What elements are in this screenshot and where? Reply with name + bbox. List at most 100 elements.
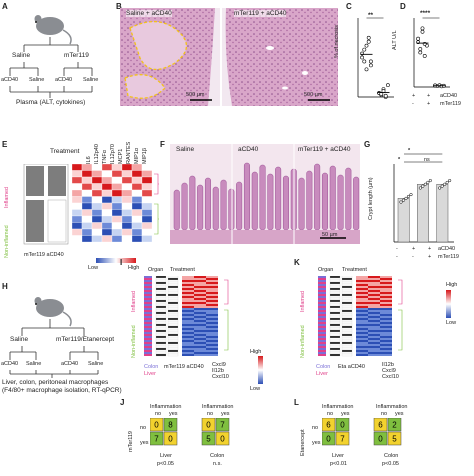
heatmap-cell xyxy=(131,196,143,204)
organ-cell xyxy=(318,344,326,346)
data-point xyxy=(401,198,406,202)
heatmap-cell xyxy=(121,189,133,197)
subgroup-4: Saline xyxy=(83,77,99,83)
organ-cell xyxy=(144,316,152,318)
treatment-cell xyxy=(155,315,167,319)
treatment-cell xyxy=(341,325,353,329)
data-point xyxy=(426,180,430,184)
e-gene-1: IL12p40 xyxy=(94,144,100,164)
treatment-cell xyxy=(329,333,341,337)
heatmap-cell xyxy=(206,344,218,346)
treatment-cell xyxy=(155,311,167,315)
treatment-cell xyxy=(167,293,179,297)
heatmap-cell xyxy=(182,280,194,282)
table-cell-value: 5 xyxy=(392,435,397,444)
treatment-cell xyxy=(329,323,341,327)
heatmap-cell xyxy=(182,294,194,296)
treatment-cell xyxy=(155,305,167,309)
d-row2-b: + xyxy=(427,101,431,107)
treatment-cell xyxy=(341,313,353,317)
k-legend-high: High xyxy=(446,282,458,288)
k-noninflamed-label: Non-inflamed xyxy=(300,325,306,358)
heatmap-cell xyxy=(81,215,93,223)
dendrogram-inflamed xyxy=(224,279,229,305)
treatment-cell xyxy=(167,337,179,341)
heatmap-cell xyxy=(91,183,103,191)
crypt xyxy=(181,182,188,231)
table-cell-value: 0 xyxy=(378,435,383,444)
heatmap-cell xyxy=(368,352,380,354)
treatment-cell xyxy=(329,319,341,323)
heatmap-cell xyxy=(380,326,392,328)
treatment-cell xyxy=(329,281,341,285)
organ-cell xyxy=(144,314,152,316)
heatmap-cell xyxy=(380,298,392,300)
heatmap-cell xyxy=(194,298,206,300)
e-gene-3: IL12p70 xyxy=(110,144,116,164)
treatment-cell xyxy=(341,293,353,297)
heatmap-cell xyxy=(356,314,368,316)
heatmap-cell xyxy=(380,344,392,346)
heatmap-cell xyxy=(81,209,93,217)
heatmap-cell xyxy=(194,332,206,334)
table-cell-value: 7 xyxy=(220,421,225,430)
organ-cell xyxy=(318,324,326,326)
heatmap-cell xyxy=(101,189,113,197)
panel-h-label: H xyxy=(2,282,8,291)
treatment-cell xyxy=(329,276,341,279)
heatmap-cell xyxy=(206,308,218,310)
heatmap-cell xyxy=(182,286,194,288)
heatmap-cell xyxy=(111,209,123,217)
heatmap-cell xyxy=(206,338,218,340)
bar xyxy=(417,184,429,243)
treatment-cell xyxy=(167,321,179,325)
heatmap-cell xyxy=(71,202,83,210)
l-title-2: Inflammation xyxy=(376,404,408,410)
colon-label-acd40: aCD40 xyxy=(238,146,259,153)
heatmap-cell xyxy=(121,215,133,223)
heatmap-cell xyxy=(121,235,133,243)
scalebar-label-1: 500 µm xyxy=(186,92,205,98)
k-organ-colon: Colon xyxy=(316,364,331,370)
organ-cell xyxy=(318,276,326,278)
organ-cell xyxy=(144,322,152,324)
heatmap-cell xyxy=(194,296,206,298)
heatmap-cell xyxy=(368,336,380,338)
liver-histology xyxy=(120,8,338,106)
heatmap-cell xyxy=(194,328,206,330)
treatment-cell xyxy=(155,277,167,281)
crypt xyxy=(204,177,211,231)
heatmap-cell xyxy=(182,340,194,342)
heatmap-cell xyxy=(121,222,133,230)
heatmap-cell xyxy=(356,340,368,342)
colon-histology xyxy=(170,144,360,244)
data-point xyxy=(420,26,425,31)
treatment-cell xyxy=(155,347,167,351)
treatment-cell xyxy=(155,349,167,353)
heatmap-cell xyxy=(182,292,194,294)
heatmap-cell xyxy=(368,350,380,352)
heatmap-cell xyxy=(141,235,153,243)
crypt xyxy=(220,179,227,231)
heatmap-cell xyxy=(141,209,153,217)
organ-cell xyxy=(144,308,152,310)
heatmap-cell xyxy=(71,228,83,236)
heatmap-cell xyxy=(356,304,368,306)
treatment-cell xyxy=(329,305,341,309)
heatmap-cell xyxy=(380,280,392,282)
heatmap-cell xyxy=(368,334,380,336)
heatmap-cell xyxy=(71,164,83,171)
heatmap-cell xyxy=(380,336,392,338)
e-cytokine-headers: IL6 IL12p40 TNFα IL12p70 MCP1 RANTES MIP… xyxy=(86,138,158,164)
heatmap-cell xyxy=(356,296,368,298)
treatment-cell xyxy=(329,297,341,301)
treatment-cell xyxy=(167,327,179,331)
heatmap-cell xyxy=(131,202,143,210)
heatmap-cell xyxy=(356,344,368,346)
treatment-cell xyxy=(155,307,167,311)
e-legend-low: Low xyxy=(88,265,99,271)
e-gene-6: MIP1α xyxy=(134,147,140,164)
heatmap-cell xyxy=(182,348,194,350)
treatment-cell xyxy=(329,347,341,351)
treatment-cell xyxy=(341,345,353,349)
